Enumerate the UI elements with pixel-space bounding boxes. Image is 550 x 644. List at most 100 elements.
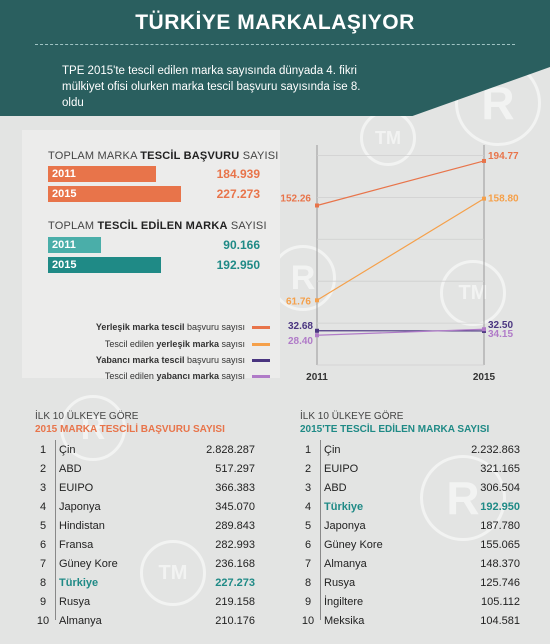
rank-cell: 9 — [304, 596, 312, 608]
rank-cell: 3 — [39, 482, 47, 494]
table-right-divider — [320, 440, 321, 620]
page-title: TÜRKİYE MARKALAŞIYOR — [135, 11, 415, 34]
rank-cell: 4 — [39, 501, 47, 513]
x-tick-label: 2015 — [473, 372, 496, 383]
legend-swatch — [252, 343, 270, 346]
basvuru-bar-2011: 2011 — [48, 166, 156, 182]
data-label: 158.80 — [488, 194, 519, 205]
series-line — [316, 198, 485, 301]
value-cell: 125.746 — [480, 577, 520, 589]
value-cell: 2.232.863 — [471, 444, 520, 456]
rank-cell: 4 — [304, 501, 312, 513]
legend-item-yerlesik-basvuru: Yerleşik marka tescil başvuru sayısı — [95, 322, 245, 332]
value-cell: 282.993 — [215, 539, 255, 551]
value-cell: 345.070 — [215, 501, 255, 513]
table-row: 7 Almanya 148.370 — [300, 555, 520, 575]
trademark-watermark-icon: TM — [140, 540, 206, 606]
country-cell: Hindistan — [59, 520, 105, 532]
rank-cell: 5 — [39, 520, 47, 532]
table-row: 8 Rusya 125.746 — [300, 574, 520, 594]
table-row: 5 Hindistan 289.843 — [35, 517, 255, 537]
table-row: 7 Güney Kore 236.168 — [35, 555, 255, 575]
basvuru-value-2015: 227.273 — [216, 187, 260, 201]
country-cell: Türkiye — [324, 501, 364, 513]
country-cell: ABD — [324, 482, 347, 494]
table-row: 1 Çin 2.828.287 — [35, 441, 255, 461]
registered-watermark-icon: R — [60, 395, 126, 461]
series-line — [316, 160, 485, 207]
table-row: 8 Türkiye 227.273 — [35, 574, 255, 594]
value-cell: 2.828.287 — [206, 444, 255, 456]
table-right-heading: İLK 10 ÜLKEYE GÖRE 2015'TE TESCİL EDİLEN… — [300, 411, 490, 435]
tescil-bar-2015: 2015 — [48, 257, 161, 273]
country-cell: Almanya — [59, 615, 102, 627]
table-row: 10 Meksika 104.581 — [300, 612, 520, 632]
rank-cell: 6 — [304, 539, 312, 551]
value-cell: 210.176 — [215, 615, 255, 627]
table-row: 10 Almanya 210.176 — [35, 612, 255, 632]
data-point — [482, 196, 486, 201]
basvuru-title: TOPLAM MARKA TESCİL BAŞVURU SAYISI — [48, 150, 279, 162]
country-cell: Japonya — [59, 501, 101, 513]
data-point — [315, 298, 319, 303]
rank-cell: 10 — [301, 615, 315, 627]
country-cell: İngiltere — [324, 596, 364, 608]
trademark-watermark-icon: TM — [440, 260, 506, 326]
country-cell: Fransa — [59, 539, 94, 551]
table-row: 6 Güney Kore 155.065 — [300, 536, 520, 556]
data-label: 34.15 — [488, 329, 513, 340]
rank-cell: 5 — [304, 520, 312, 532]
data-point — [482, 327, 486, 332]
data-label: 194.77 — [488, 151, 519, 162]
legend-item-yabanci-tescil: Tescil edilen yabancı marka sayısı — [104, 371, 245, 381]
rank-cell: 3 — [304, 482, 312, 494]
country-cell: Güney Kore — [324, 539, 383, 551]
basvuru-bar-2015: 2015 — [48, 186, 181, 202]
value-cell: 306.504 — [480, 482, 520, 494]
legend-swatch — [252, 326, 270, 329]
value-cell: 366.383 — [215, 482, 255, 494]
data-label: 32.68 — [288, 321, 313, 332]
value-cell: 517.297 — [215, 463, 255, 475]
table-left-heading: İLK 10 ÜLKEYE GÖRE 2015 MARKA TESCİLİ BA… — [35, 411, 225, 435]
country-cell: Almanya — [324, 558, 367, 570]
basvuru-value-2011: 184.939 — [216, 167, 260, 181]
value-cell: 192.950 — [480, 501, 520, 513]
value-cell: 105.112 — [481, 596, 520, 608]
header-divider — [35, 44, 515, 45]
table-row: 1 Çin 2.232.863 — [300, 441, 520, 461]
value-cell: 321.165 — [480, 463, 520, 475]
data-point — [315, 328, 319, 333]
rank-cell: 8 — [39, 577, 47, 589]
data-point — [482, 158, 486, 163]
registered-watermark-icon: R — [455, 60, 541, 146]
value-cell: 289.843 — [215, 520, 255, 532]
legend-swatch — [252, 359, 270, 362]
table-row: 3 EUIPO 366.383 — [35, 479, 255, 499]
table-row: 4 Japonya 345.070 — [35, 498, 255, 518]
rank-cell: 7 — [304, 558, 312, 570]
country-cell: Güney Kore — [59, 558, 118, 570]
value-cell: 148.370 — [480, 558, 520, 570]
table-row: 2 ABD 517.297 — [35, 460, 255, 480]
country-cell: Meksika — [324, 615, 365, 627]
value-cell: 227.273 — [215, 577, 255, 589]
tescil-value-2011: 90.166 — [223, 238, 260, 252]
rank-cell: 6 — [39, 539, 47, 551]
country-cell: Çin — [324, 444, 341, 456]
rank-cell: 7 — [39, 558, 47, 570]
data-label: 152.26 — [280, 193, 311, 204]
table-row: 9 Rusya 219.158 — [35, 593, 255, 613]
legend-swatch — [252, 375, 270, 378]
legend-item-yerlesik-tescil: Tescil edilen yerleşik marka sayısı — [104, 339, 245, 349]
table-row: 2 EUIPO 321.165 — [300, 460, 520, 480]
value-cell: 236.168 — [215, 558, 255, 570]
line-chart: 152.26 194.77 61.76 158.80 32.68 32.50 28.40 34… — [280, 145, 519, 383]
rank-cell: 2 — [304, 463, 312, 475]
table-row: 9 İngiltere 105.112 — [300, 593, 520, 613]
country-cell: EUIPO — [324, 463, 359, 475]
value-cell: 187.780 — [480, 520, 520, 532]
rank-cell: 1 — [39, 444, 47, 456]
rank-cell: 2 — [39, 463, 47, 475]
tescil-value-2015: 192.950 — [216, 258, 260, 272]
